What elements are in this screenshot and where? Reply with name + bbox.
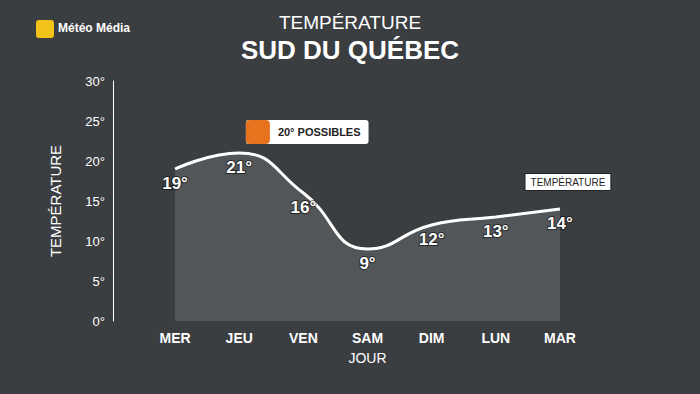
svg-text:MAR: MAR xyxy=(544,330,576,346)
svg-text:10°: 10° xyxy=(85,234,105,249)
svg-text:9°: 9° xyxy=(359,254,375,273)
svg-text:DIM: DIM xyxy=(419,330,445,346)
svg-text:21°: 21° xyxy=(226,158,252,177)
svg-text:0°: 0° xyxy=(93,314,105,329)
svg-text:5°: 5° xyxy=(93,274,105,289)
svg-text:TEMPÉRATURE: TEMPÉRATURE xyxy=(47,145,64,257)
svg-text:SUD DU QUÉBEC: SUD DU QUÉBEC xyxy=(241,35,459,65)
svg-text:13°: 13° xyxy=(483,222,509,241)
svg-text:20° POSSIBLES: 20° POSSIBLES xyxy=(278,126,361,138)
svg-text:14°: 14° xyxy=(547,214,573,233)
svg-text:16°: 16° xyxy=(290,198,316,217)
svg-text:JOUR: JOUR xyxy=(348,350,386,366)
svg-text:30°: 30° xyxy=(85,74,105,89)
svg-text:12°: 12° xyxy=(419,230,445,249)
svg-text:MER: MER xyxy=(160,330,191,346)
svg-text:19°: 19° xyxy=(162,174,188,193)
svg-text:TEMPÉRATURE: TEMPÉRATURE xyxy=(531,176,606,188)
svg-text:LUN: LUN xyxy=(481,330,510,346)
svg-text:TEMPÉRATURE: TEMPÉRATURE xyxy=(279,12,421,33)
svg-text:JEU: JEU xyxy=(226,330,253,346)
svg-text:SAM: SAM xyxy=(352,330,383,346)
svg-text:Météo Média: Météo Média xyxy=(58,21,130,35)
svg-text:15°: 15° xyxy=(85,194,105,209)
svg-text:25°: 25° xyxy=(85,114,105,129)
svg-text:VEN: VEN xyxy=(289,330,318,346)
svg-text:20°: 20° xyxy=(85,154,105,169)
